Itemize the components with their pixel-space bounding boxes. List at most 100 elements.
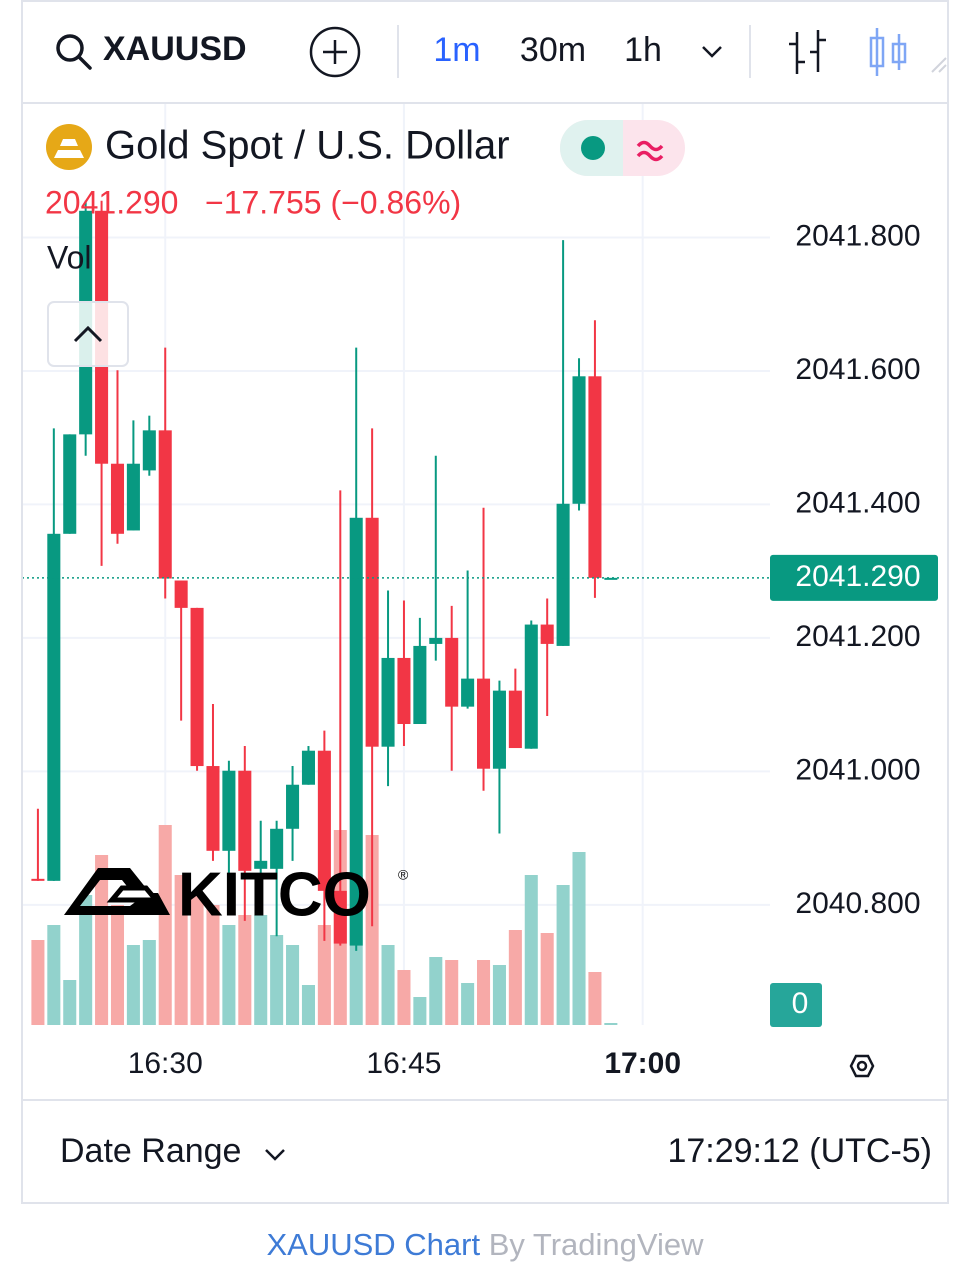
- volume-bar: [461, 983, 475, 1025]
- y-tick-label: 2041.600: [795, 353, 920, 386]
- x-tick-label: 16:30: [128, 1047, 203, 1080]
- compare-button[interactable]: [309, 26, 361, 78]
- candles-icon: [869, 36, 885, 68]
- legend-price: 2041.290: [45, 184, 178, 220]
- volume-bar: [492, 965, 506, 1025]
- kitco-logo: [64, 868, 170, 915]
- y-tick-label: 2041.000: [795, 753, 920, 786]
- volume-bar: [604, 1023, 618, 1025]
- candle-body: [47, 533, 61, 881]
- candle-body: [349, 517, 363, 946]
- candle-body: [365, 517, 379, 747]
- last-price-box: [770, 554, 938, 601]
- candle-body: [445, 637, 459, 707]
- legend-change: −17.755 (−0.86%): [205, 184, 461, 220]
- settings-icon: [849, 1054, 875, 1078]
- settings-icon: [856, 1060, 868, 1072]
- settings-button[interactable]: [849, 1054, 875, 1078]
- volume-bar: [588, 972, 602, 1025]
- candle-body: [158, 430, 172, 579]
- kitco-logo: [106, 885, 162, 903]
- y-tick-label: 2040.800: [795, 887, 920, 920]
- candle-body: [110, 463, 125, 534]
- volume-bar: [556, 885, 570, 1025]
- volume-bar: [206, 905, 220, 1025]
- y-tick-label: 2041.800: [795, 219, 920, 252]
- delayed-icon: [636, 140, 664, 162]
- volume-bar: [413, 997, 427, 1025]
- volume-bar: [158, 825, 172, 1025]
- candle-body: [477, 678, 491, 769]
- search-icon: [77, 55, 92, 70]
- interval-button[interactable]: 1h: [624, 31, 662, 69]
- candle-body: [222, 770, 236, 851]
- date-range-button[interactable]: Date Range: [60, 1132, 241, 1170]
- volume-bar: [174, 875, 188, 1025]
- interval-dropdown[interactable]: [702, 46, 722, 58]
- candle-body: [604, 577, 618, 580]
- volume-bar: [126, 945, 140, 1025]
- collapse-button[interactable]: [47, 301, 129, 367]
- volume-bar: [142, 940, 156, 1025]
- volume-bar: [63, 980, 77, 1025]
- clock: 17:29:12 (UTC-5): [667, 1132, 932, 1170]
- bars-style-button[interactable]: [789, 30, 826, 74]
- search-icon: [56, 34, 84, 62]
- x-tick-label: 16:45: [366, 1047, 441, 1080]
- volume-bar: [79, 895, 93, 1025]
- volume-bar: [317, 925, 331, 1025]
- watermark-mark: ®: [398, 867, 409, 883]
- last-volume-label: 0: [792, 987, 809, 1020]
- candle-body: [190, 607, 204, 767]
- volume-bar: [524, 875, 538, 1025]
- footer: XAUUSD Chart By TradingView: [266, 1227, 704, 1262]
- volume-bar: [381, 945, 395, 1025]
- candle-body: [540, 624, 554, 644]
- candle-body: [572, 376, 586, 504]
- volume-bar: [190, 895, 204, 1025]
- volume-legend: Vol: [47, 239, 91, 275]
- candle-body: [142, 430, 156, 471]
- date-range-chevron: [265, 1149, 285, 1161]
- symbol-logo: [54, 139, 84, 158]
- candle-body: [556, 503, 570, 646]
- candle-body: [174, 580, 188, 608]
- candle-body: [333, 890, 347, 944]
- candle-body: [286, 784, 300, 829]
- candle-body: [413, 645, 427, 725]
- candle-body: [270, 828, 284, 869]
- last-price-label: 2041.290: [795, 560, 920, 593]
- candle-body: [588, 376, 602, 578]
- candle-body: [429, 637, 443, 644]
- candle-body: [317, 750, 331, 891]
- volume-bar: [508, 930, 522, 1025]
- footer-link[interactable]: XAUUSD Chart: [266, 1227, 480, 1262]
- symbol: XAUUSD: [103, 30, 247, 68]
- volume-bar: [540, 933, 554, 1025]
- volume-bar: [270, 935, 284, 1025]
- volume-bar: [286, 945, 300, 1025]
- candle-body: [301, 750, 315, 785]
- candle-body: [126, 463, 140, 531]
- plot: [23, 200, 770, 1025]
- legend: Gold Spot / U.S. Dollar 2041.290 −17.755…: [45, 120, 685, 367]
- interval-button[interactable]: 30m: [520, 31, 586, 69]
- axes: 2040.800 2041.000 2041.200 2041.400 2041.600…: [128, 219, 938, 1080]
- toolbar: XAUUSD 1m 30m 1h: [56, 25, 947, 78]
- volume-bar: [110, 905, 125, 1025]
- y-tick-label: 2041.400: [795, 486, 920, 519]
- candle-body: [397, 657, 411, 725]
- bottom-bar: Date Range 17:29:12 (UTC-5): [60, 1132, 932, 1170]
- candle-body: [492, 690, 506, 769]
- candle-body: [206, 766, 220, 851]
- interval-button[interactable]: 1m: [433, 31, 480, 69]
- footer-credit: By TradingView: [489, 1227, 704, 1262]
- candles-icon: [875, 28, 901, 76]
- search-button[interactable]: XAUUSD: [56, 30, 247, 70]
- plus-icon: [323, 40, 347, 64]
- legend-title: Gold Spot / U.S. Dollar: [105, 124, 510, 168]
- candle-body: [461, 678, 475, 707]
- volume-bar: [222, 925, 236, 1025]
- volume-bar: [572, 852, 586, 1025]
- candles-style-button[interactable]: [869, 28, 907, 76]
